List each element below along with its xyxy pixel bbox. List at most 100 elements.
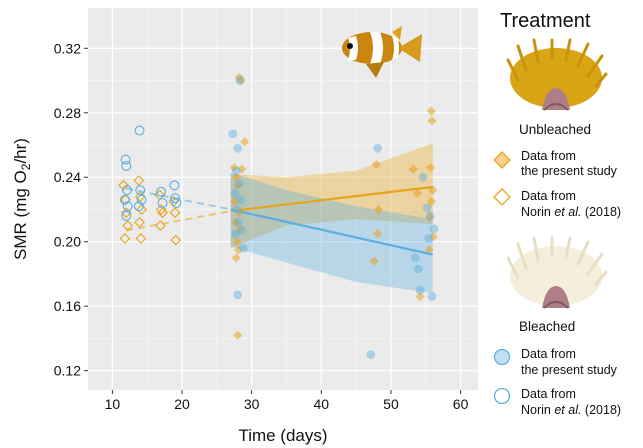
data-point xyxy=(236,195,245,205)
data-point xyxy=(231,172,241,182)
data-point xyxy=(366,350,376,359)
data-point xyxy=(425,211,435,221)
y-tick-label: 0.20 xyxy=(54,234,81,250)
confidence-band xyxy=(230,143,433,249)
x-tick-label: 50 xyxy=(383,396,399,412)
legend: Treatment Unbleached Data from the prese… xyxy=(493,10,621,417)
data-point xyxy=(156,186,167,197)
data-point xyxy=(425,212,435,223)
data-point xyxy=(418,172,428,182)
data-point xyxy=(157,198,168,208)
open-circle-icon xyxy=(493,387,511,405)
data-point xyxy=(228,129,238,139)
data-point xyxy=(427,116,437,126)
x-tick-label: 40 xyxy=(314,396,330,412)
data-point xyxy=(233,330,243,340)
legend-text: Data from xyxy=(521,387,576,401)
data-point xyxy=(235,76,245,85)
data-point xyxy=(429,224,439,234)
trend-line-solid xyxy=(230,208,433,256)
data-point xyxy=(118,179,129,191)
plot-panel xyxy=(88,8,478,390)
data-point xyxy=(422,203,432,213)
data-point xyxy=(373,204,384,215)
x-axis-title: Time (days) xyxy=(238,426,327,445)
data-point xyxy=(231,217,241,227)
data-point xyxy=(233,143,243,153)
data-point xyxy=(427,292,437,301)
data-point xyxy=(424,234,433,243)
x-tick-label: 10 xyxy=(105,396,121,412)
x-tick-label: 20 xyxy=(174,396,190,412)
unbleached-anemone-icon xyxy=(506,38,608,111)
y-tick-label: 0.12 xyxy=(54,363,81,379)
data-point xyxy=(428,185,438,195)
data-point xyxy=(119,233,131,244)
data-point xyxy=(134,125,145,136)
data-point xyxy=(231,229,241,239)
data-point xyxy=(120,154,131,165)
filled-circle-icon xyxy=(493,348,511,366)
data-point xyxy=(121,210,132,221)
bleached-anemone-icon xyxy=(506,236,608,309)
data-point xyxy=(234,72,244,82)
legend-item-unbleached-present: Data from the present study xyxy=(493,149,618,178)
data-point xyxy=(428,232,439,242)
data-point xyxy=(237,164,247,174)
data-point xyxy=(119,194,130,205)
data-point xyxy=(235,224,245,234)
data-point xyxy=(134,191,146,202)
clownfish-icon xyxy=(342,26,422,78)
y-tick-label: 0.28 xyxy=(54,105,81,121)
legend-title: Treatment xyxy=(500,10,591,32)
data-point xyxy=(234,217,243,227)
data-point xyxy=(122,201,133,212)
legend-text: Data from xyxy=(521,149,576,163)
data-point xyxy=(136,204,148,215)
data-point xyxy=(230,196,240,207)
legend-text: Data from xyxy=(521,189,576,203)
data-point xyxy=(240,137,250,147)
legend-text: Data from xyxy=(521,347,576,361)
data-point xyxy=(412,188,423,198)
trend-line-dashed xyxy=(126,210,231,232)
data-point xyxy=(133,175,145,186)
data-point xyxy=(120,207,132,219)
y-tick-label: 0.32 xyxy=(54,40,81,56)
grid-lines xyxy=(88,8,478,390)
legend-bleached-label: Bleached xyxy=(519,319,575,334)
data-point xyxy=(408,164,418,174)
legend-text: the present study xyxy=(521,363,618,377)
data-point xyxy=(155,204,167,215)
data-point xyxy=(373,229,383,239)
data-point xyxy=(136,194,147,205)
data-point xyxy=(424,245,434,255)
data-point xyxy=(170,234,182,246)
legend-text: the present study xyxy=(521,164,618,178)
filled-diamond-icon xyxy=(493,151,511,169)
data-point xyxy=(229,162,239,173)
data-point xyxy=(169,180,180,191)
data-point xyxy=(169,207,181,219)
data-point xyxy=(231,253,241,263)
data-point xyxy=(371,159,381,169)
data-point xyxy=(415,285,425,295)
data-point xyxy=(237,226,247,235)
y-axis-title: SMR (mg O2/hr) xyxy=(11,138,33,260)
data-point xyxy=(233,290,243,300)
data-point xyxy=(233,180,243,190)
data-point xyxy=(133,201,144,212)
data-point xyxy=(426,106,436,116)
data-point xyxy=(135,233,147,244)
data-point xyxy=(232,237,242,247)
data-point xyxy=(233,245,244,255)
legend-text-norin: Norin et al. (2018) xyxy=(521,403,621,417)
data-point xyxy=(426,162,436,173)
data-point xyxy=(410,253,420,263)
x-tick-label: 30 xyxy=(244,396,260,412)
data-point xyxy=(373,143,383,153)
data-point xyxy=(157,207,168,219)
legend-unbleached-label: Unbleached xyxy=(519,122,591,137)
legend-text-norin: Norin et al. (2018) xyxy=(521,205,621,219)
